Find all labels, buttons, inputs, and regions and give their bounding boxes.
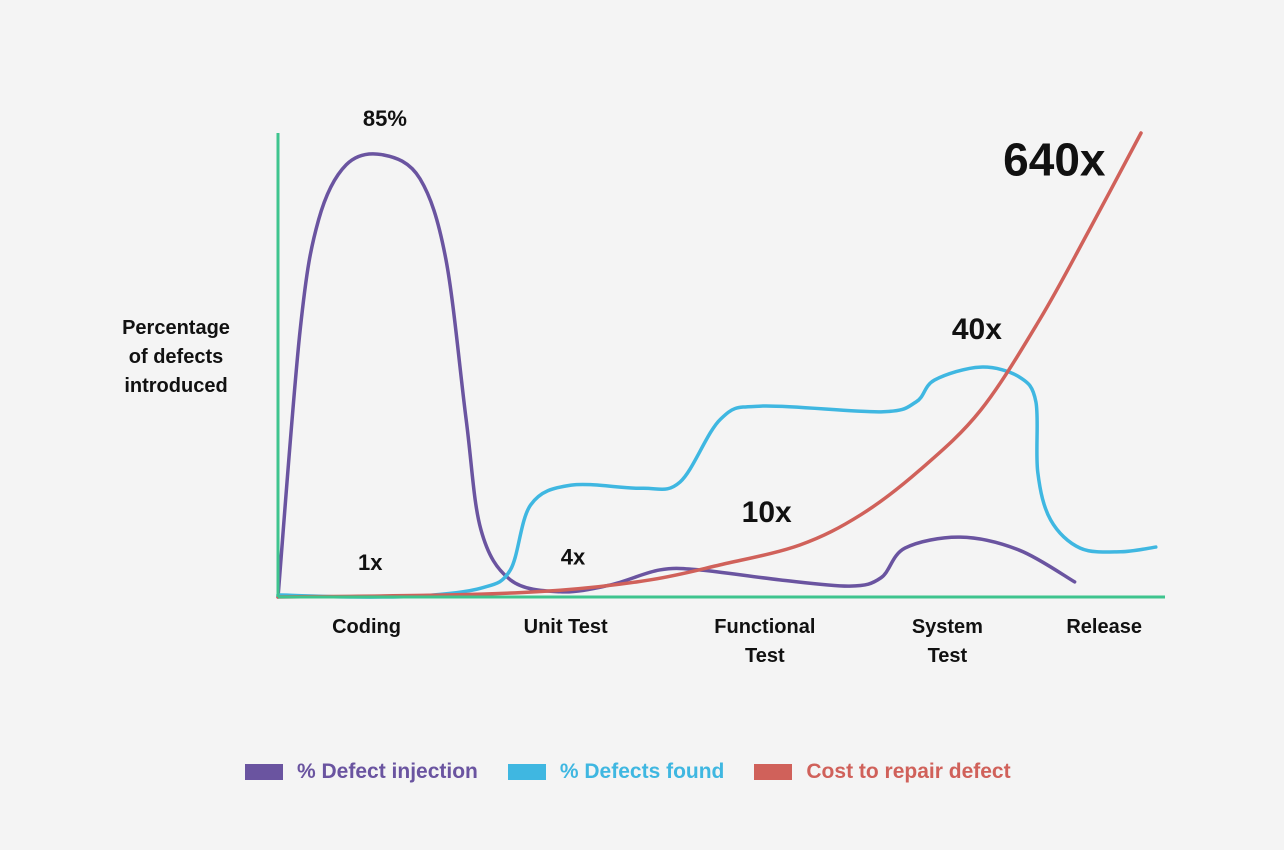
legend-swatch [245,764,283,780]
series-line-2 [276,131,1143,599]
legend-item-cost: Cost to repair defect [754,760,1011,784]
legend-item-injection: % Defect injection [245,760,478,784]
data-annotation: 4x [561,545,586,570]
series-line-1 [276,365,1158,599]
x-tick-label: Test [928,645,968,667]
y-axis-label: of defects [129,346,223,368]
legend-label: Cost to repair defect [806,760,1011,783]
x-tick-label: System [912,616,983,638]
x-tick-label: Coding [332,616,401,638]
legend: % Defect injection % Defects found Cost … [245,760,1041,784]
data-annotation: 640x [1003,134,1106,186]
y-axis-label: introduced [124,375,227,397]
data-annotation: 85% [363,106,407,131]
series-line-0 [276,152,1077,599]
legend-label: % Defect injection [297,760,478,783]
data-annotation: 1x [358,550,383,575]
data-annotation: 40x [952,313,1002,346]
x-tick-label: Functional [714,616,815,638]
legend-swatch [754,764,793,780]
data-annotation: 10x [742,496,792,529]
legend-label: % Defects found [559,760,725,783]
x-tick-label: Unit Test [524,616,608,638]
legend-item-found: % Defects found [507,760,725,784]
x-tick-label: Release [1066,616,1142,638]
y-axis-label: Percentage [122,317,230,339]
legend-swatch [507,764,546,780]
x-tick-label: Test [745,645,785,667]
